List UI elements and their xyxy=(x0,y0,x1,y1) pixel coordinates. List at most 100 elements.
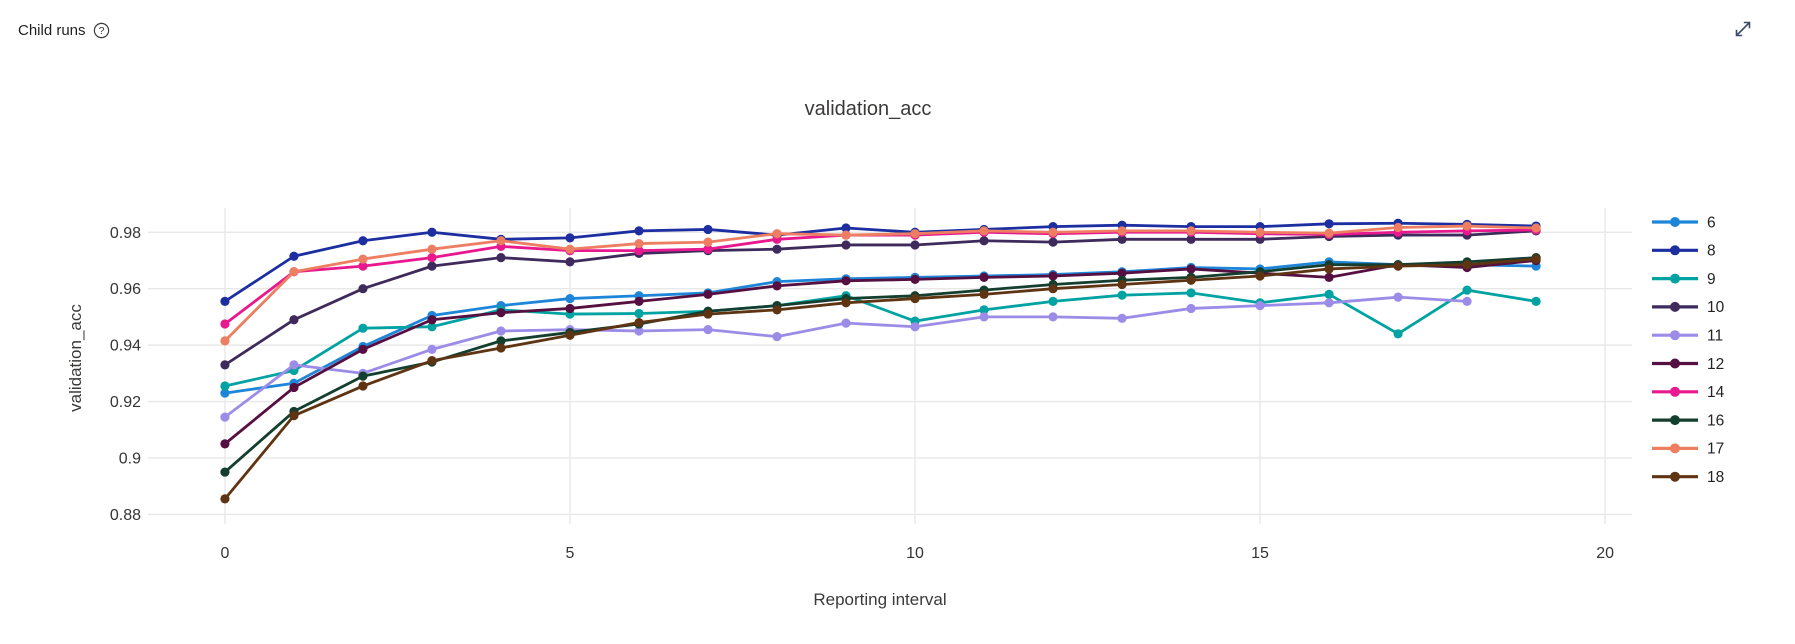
series-marker xyxy=(427,322,437,332)
legend-item-9[interactable]: 9 xyxy=(1652,271,1716,288)
series-line-8 xyxy=(224,221,1537,303)
legend-label: 14 xyxy=(1707,384,1725,401)
x-tick-label: 15 xyxy=(1251,545,1269,562)
series-marker xyxy=(289,251,299,261)
series-marker xyxy=(979,289,989,299)
legend-item-8[interactable]: 8 xyxy=(1652,243,1716,260)
legend-item-11[interactable]: 11 xyxy=(1652,328,1723,345)
series-marker xyxy=(220,439,230,449)
legend-item-6[interactable]: 6 xyxy=(1652,214,1716,231)
series-marker xyxy=(772,332,782,342)
series-marker xyxy=(358,371,368,381)
series-marker xyxy=(979,305,989,315)
series-marker xyxy=(220,360,230,370)
series-marker xyxy=(910,293,920,304)
series-marker xyxy=(979,312,989,322)
series-marker xyxy=(634,317,644,328)
series-marker xyxy=(1255,227,1265,237)
series-17 xyxy=(220,221,1541,346)
series-marker xyxy=(427,253,437,263)
series-marker xyxy=(841,276,851,286)
legend-item-12[interactable]: 12 xyxy=(1652,356,1724,373)
series-marker xyxy=(1462,296,1472,306)
legend-item-14[interactable]: 14 xyxy=(1652,384,1725,401)
x-tick-label: 10 xyxy=(906,545,924,562)
series-marker xyxy=(358,344,368,354)
series-marker xyxy=(1186,303,1196,314)
series-marker xyxy=(841,223,851,233)
series-18 xyxy=(220,254,1541,504)
series-marker xyxy=(772,244,782,254)
panel-header: Child runs ? xyxy=(18,22,110,39)
legend-label: 18 xyxy=(1707,469,1724,486)
series-marker xyxy=(220,467,230,477)
y-tick-label: 0.92 xyxy=(110,394,141,411)
series-marker xyxy=(358,254,368,264)
series-marker xyxy=(220,336,230,346)
series-marker xyxy=(1186,288,1196,298)
series-marker xyxy=(1048,312,1058,322)
y-tick-label: 0.9 xyxy=(119,450,141,467)
series-line-17 xyxy=(223,224,1537,342)
legend-label: 17 xyxy=(1707,441,1724,458)
series-marker xyxy=(841,230,851,240)
series-marker xyxy=(634,326,644,336)
series-marker xyxy=(1186,234,1196,244)
series-marker xyxy=(634,238,644,249)
series-marker xyxy=(910,240,920,250)
series-marker xyxy=(1324,219,1334,229)
series-marker xyxy=(358,284,368,294)
series-marker xyxy=(427,356,437,366)
legend-swatch-marker xyxy=(1670,245,1680,256)
series-marker xyxy=(565,244,575,254)
legend-item-18[interactable]: 18 xyxy=(1652,469,1724,486)
legend-label: 10 xyxy=(1707,299,1725,316)
series-marker xyxy=(496,308,506,318)
series-marker xyxy=(1048,284,1058,294)
series-12 xyxy=(220,255,1541,449)
series-marker xyxy=(1186,226,1196,236)
legend-item-10[interactable]: 10 xyxy=(1652,299,1725,316)
x-axis-title: Reporting interval xyxy=(813,590,947,609)
series-marker xyxy=(358,236,368,246)
legend-swatch-marker xyxy=(1670,471,1680,482)
series-marker xyxy=(427,227,437,237)
series-line-6 xyxy=(224,260,1537,395)
x-tick-label: 20 xyxy=(1596,545,1614,562)
series-marker xyxy=(1255,271,1265,281)
series-marker xyxy=(565,233,575,243)
series-marker xyxy=(979,226,989,236)
expand-chart-button[interactable] xyxy=(1732,18,1754,40)
series-marker xyxy=(289,315,299,325)
x-tick-label: 5 xyxy=(566,545,575,562)
series-line-18 xyxy=(223,257,1537,500)
series-marker xyxy=(220,412,230,422)
series-marker xyxy=(841,318,851,328)
series-marker xyxy=(1117,268,1127,278)
series-marker xyxy=(772,229,782,239)
series-marker xyxy=(772,305,782,315)
series-layer xyxy=(220,218,1541,504)
legend-label: 11 xyxy=(1707,328,1723,345)
series-marker xyxy=(703,244,713,254)
legend-item-17[interactable]: 17 xyxy=(1652,441,1724,458)
series-marker xyxy=(1531,296,1541,306)
series-line-11 xyxy=(224,295,1468,419)
gridlines xyxy=(148,208,1632,524)
series-marker xyxy=(634,296,644,306)
series-marker xyxy=(289,411,299,421)
series-marker xyxy=(703,289,713,299)
legend-swatch-marker xyxy=(1670,443,1680,454)
series-marker xyxy=(1324,272,1334,283)
series-marker xyxy=(1117,313,1127,323)
series-marker xyxy=(1324,289,1334,299)
help-icon[interactable]: ? xyxy=(93,22,110,39)
series-line-12 xyxy=(224,259,1537,445)
series-marker xyxy=(1117,226,1127,236)
series-marker xyxy=(496,253,506,263)
series-marker xyxy=(1462,285,1472,295)
series-marker xyxy=(1462,221,1472,231)
series-11 xyxy=(220,292,1472,422)
legend-item-16[interactable]: 16 xyxy=(1652,412,1724,429)
